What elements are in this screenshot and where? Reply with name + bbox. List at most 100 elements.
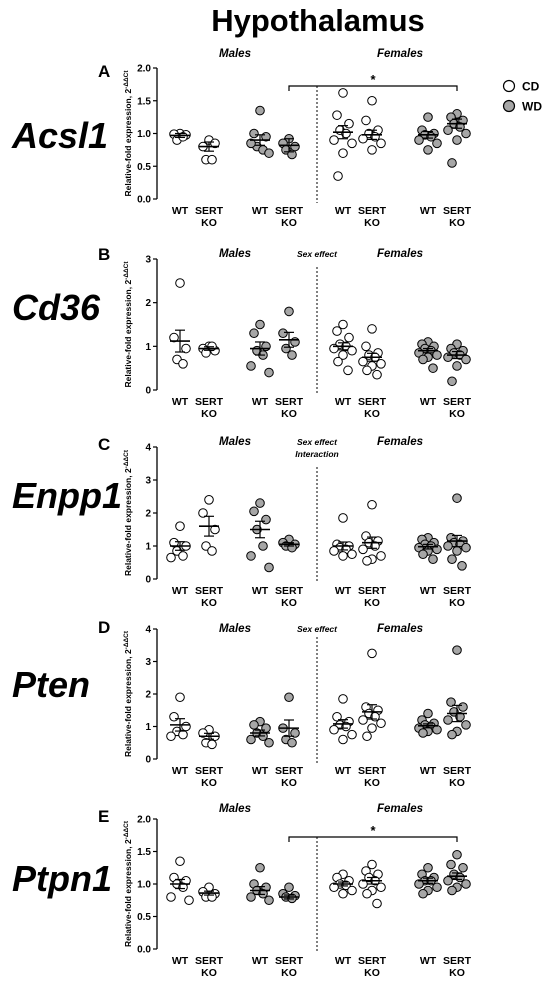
y-axis-label-main: Relative-fold expression, 2 [123, 468, 133, 576]
group-7: WT [414, 112, 442, 217]
data-point [329, 546, 339, 556]
data-point [428, 554, 438, 565]
annotation: Sex effect [297, 249, 338, 259]
data-point [423, 145, 433, 155]
data-point [423, 708, 433, 719]
data-point [246, 734, 256, 745]
data-point [175, 692, 185, 703]
category-label-line2: KO [364, 217, 380, 229]
category-label: SERT [358, 396, 387, 408]
y-tick-label: 4 [145, 625, 151, 636]
category-label: SERT [443, 955, 472, 967]
males-label: Males [219, 48, 251, 60]
data-point [178, 882, 188, 893]
group-1: WT [169, 278, 191, 408]
females-label: Females [377, 248, 423, 260]
significance-bracket [288, 836, 458, 842]
data-point [358, 356, 368, 367]
y-axis-label: Relative-fold expression, 2-ΔΔCt [123, 630, 133, 757]
data-point [184, 895, 194, 906]
data-point [175, 521, 185, 532]
y-axis-label-main: Relative-fold expression, 2 [123, 649, 133, 757]
panel-e: Ptpn1 E 0.0 0.5 1.0 1.5 2.0 Relative-fold expre… [12, 803, 472, 979]
data-point [376, 138, 386, 149]
data-point [372, 369, 382, 380]
data-point [338, 319, 348, 330]
category-label: WT [335, 765, 352, 777]
significance-star: * [370, 72, 376, 87]
data-point [458, 862, 468, 873]
category-label-line2: KO [201, 967, 217, 979]
data-point [249, 328, 259, 339]
data-point [447, 376, 457, 387]
data-point [284, 692, 294, 703]
panel-letter: D [98, 618, 110, 637]
category-label-line2: KO [281, 777, 297, 789]
legend-marker-wd [502, 99, 516, 113]
data-point [452, 645, 462, 655]
data-point [249, 506, 259, 517]
data-point [344, 118, 354, 129]
data-point [367, 648, 377, 659]
data-point [246, 138, 256, 149]
data-point [204, 495, 214, 505]
category-label-line2: KO [281, 597, 297, 609]
data-point [178, 359, 188, 369]
data-point [461, 879, 471, 889]
y-tick-label: 0 [145, 386, 151, 397]
category-label: SERT [443, 396, 472, 408]
data-point [333, 171, 343, 181]
gene-label: Ptpn1 [12, 858, 112, 899]
y-tick-label: 1.0 [137, 129, 151, 140]
y-tick-label: 0.5 [137, 912, 151, 923]
category-label: WT [335, 955, 352, 967]
y-axis-label-main: Relative-fold expression, 2 [123, 839, 133, 947]
category-label: WT [420, 765, 437, 777]
category-label: WT [335, 205, 352, 217]
category-label: WT [172, 396, 189, 408]
data-point [198, 508, 208, 518]
panel-letter: E [98, 807, 109, 826]
group-5: WT [329, 319, 357, 408]
data-point [452, 849, 462, 860]
y-tick-label: 1 [145, 342, 151, 353]
category-label: WT [252, 205, 269, 217]
data-point [338, 888, 348, 899]
significance-star: * [370, 823, 376, 838]
data-point [338, 148, 348, 158]
category-label: WT [252, 955, 269, 967]
data-point [361, 341, 371, 352]
data-point [443, 875, 453, 886]
y-axis-label-superscript: -ΔΔCt [123, 820, 130, 839]
data-point [347, 345, 357, 356]
panel-c: Enpp1 C 0 1 2 3 4 Relative-fold expression, 2-Δ… [12, 435, 472, 609]
category-label-line2: KO [201, 408, 217, 420]
panels: Acsl1 A 0.0 0.5 1.0 1.5 2.0 Relative-fold expre… [11, 48, 472, 979]
category-label-line2: KO [201, 777, 217, 789]
panel-a: Acsl1 A 0.0 0.5 1.0 1.5 2.0 Relative-fold expre… [11, 48, 472, 229]
data-point [181, 343, 191, 354]
males-label: Males [219, 436, 251, 448]
group-3: WT [246, 862, 274, 967]
gene-label: Enpp1 [12, 475, 122, 516]
data-point [338, 350, 348, 360]
category-label: SERT [195, 955, 224, 967]
category-label-line2: KO [449, 597, 465, 609]
data-point [333, 356, 343, 367]
y-axis-label: Relative-fold expression, 2-ΔΔCt [123, 261, 133, 388]
data-point [358, 133, 368, 144]
females-label: Females [377, 436, 423, 448]
category-label-line2: KO [449, 967, 465, 979]
data-point [362, 556, 372, 566]
category-label-line2: KO [449, 217, 465, 229]
y-tick-label: 2.0 [137, 815, 151, 826]
legend: CD WD [502, 80, 542, 114]
data-point [414, 135, 424, 145]
